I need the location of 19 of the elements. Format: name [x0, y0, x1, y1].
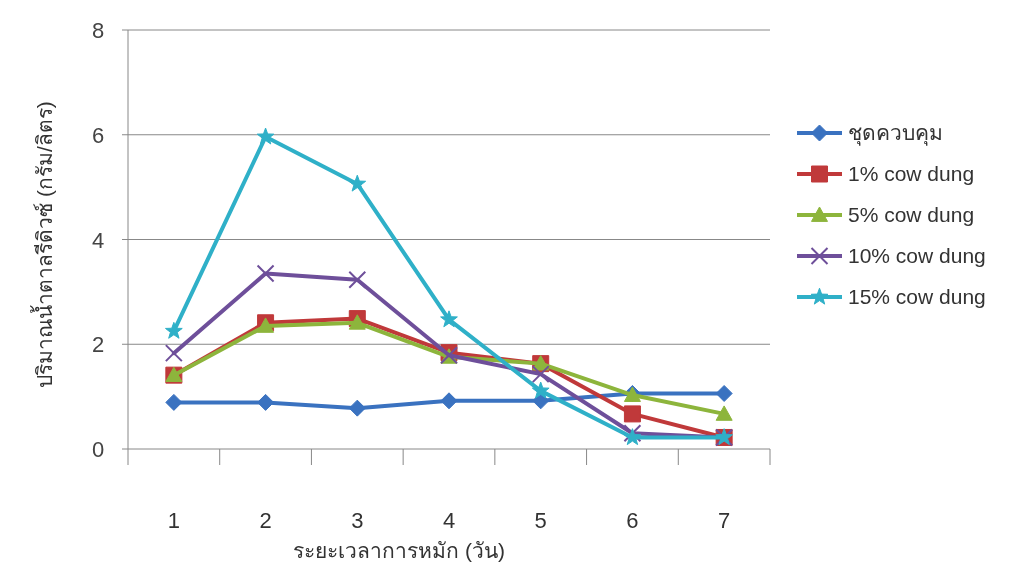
x-axis-title: ระยะเวลาการหมัก (วัน) [293, 539, 505, 562]
legend-label: 10% cow dung [848, 244, 986, 267]
legend-label: 5% cow dung [848, 203, 975, 226]
legend-label: ชุดควบคุม [848, 121, 943, 146]
y-tick-label: 0 [91, 437, 105, 462]
y-tick-label: 2 [91, 332, 105, 358]
x-tick-label: 3 [351, 508, 364, 533]
legend-label: 1% cow dung [848, 162, 975, 185]
x-tick-label: 6 [626, 508, 639, 533]
x-tick-label: 4 [442, 508, 456, 533]
y-tick-label: 6 [91, 122, 105, 148]
x-tick-label: 5 [534, 508, 547, 533]
x-tick-label: 1 [167, 508, 180, 533]
x-tick-label: 7 [718, 508, 731, 533]
y-tick-label: 4 [91, 227, 105, 253]
y-tick-label: 8 [91, 18, 105, 43]
x-tick-label: 2 [259, 508, 272, 533]
legend-label: 15% cow dung [848, 285, 986, 308]
y-axis-title: ปริมาณน้ำตาลรีดิวซ์ (กรัม/ลิตร) [30, 101, 56, 388]
